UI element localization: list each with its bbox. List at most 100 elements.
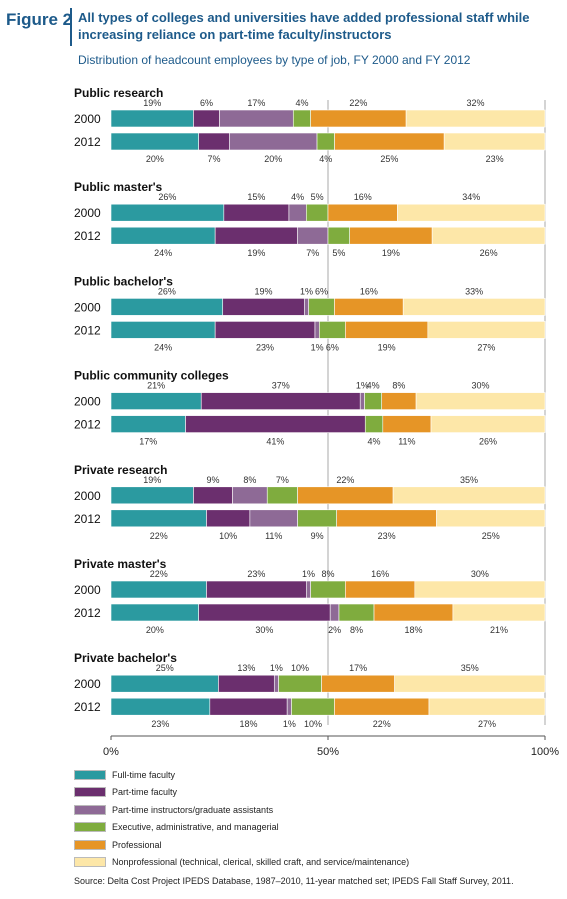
bar-segment: [193, 109, 220, 128]
data-label: 24%: [154, 248, 172, 258]
legend-label: Full-time faculty: [112, 770, 176, 780]
bar-segment: [314, 321, 320, 339]
bar-segment: [206, 580, 307, 599]
data-label: 4%: [319, 154, 332, 164]
data-label: 27%: [478, 719, 496, 729]
data-label: 17%: [139, 437, 157, 447]
data-label: 9%: [311, 531, 324, 541]
bar-segment: [405, 109, 546, 128]
bar-segment: [297, 226, 329, 245]
bar-segment: [110, 697, 211, 716]
bar-segment: [349, 226, 433, 245]
data-label: 5%: [332, 248, 345, 258]
bar-segment: [278, 674, 322, 693]
data-label: 11%: [265, 531, 282, 541]
bar-segment: [249, 509, 298, 528]
bar-segment: [305, 203, 329, 222]
legend-item: Part-time instructors/graduate assistant…: [74, 803, 273, 817]
group-label: Public community colleges: [74, 369, 229, 383]
bar-segment: [219, 109, 294, 128]
bar-segment: [329, 603, 340, 622]
legend-item: Part-time faculty: [74, 785, 177, 799]
bar-segment: [402, 298, 546, 316]
x-tick-label: 50%: [317, 746, 339, 758]
bar-segment: [327, 203, 398, 222]
bar-segment: [414, 580, 546, 599]
data-label: 32%: [467, 98, 485, 108]
bar-segment: [381, 392, 417, 410]
data-label: 22%: [150, 569, 168, 579]
data-label: 10%: [304, 719, 322, 729]
legend-swatch: [74, 804, 106, 815]
bar-segment: [359, 392, 365, 410]
bar-segment: [198, 132, 230, 151]
data-label: 4%: [367, 381, 380, 391]
year-label: 2012: [74, 512, 101, 526]
data-label: 1%: [300, 286, 313, 296]
bar-segment: [110, 321, 216, 339]
data-label: 15%: [247, 192, 265, 202]
bar-segment: [319, 321, 346, 339]
x-tick-label: 100%: [531, 746, 559, 758]
legend-swatch: [74, 822, 106, 833]
bar-segment: [428, 697, 546, 716]
data-label: 8%: [350, 625, 363, 635]
data-label: 24%: [154, 342, 172, 352]
data-label: 8%: [321, 569, 334, 579]
group-label: Public bachelor's: [74, 274, 173, 288]
bar-segment: [338, 603, 375, 622]
year-label: 2000: [74, 112, 101, 126]
data-label: 30%: [472, 381, 490, 391]
data-label: 1%: [302, 569, 315, 579]
data-label: 22%: [150, 531, 168, 541]
bar-segment: [304, 298, 309, 316]
bar-segment: [198, 603, 331, 622]
year-label: 2012: [74, 700, 101, 714]
legend-swatch: [74, 770, 106, 780]
data-label: 26%: [479, 437, 497, 447]
data-label: 5%: [311, 192, 324, 202]
bar-segment: [436, 509, 546, 528]
data-label: 20%: [264, 154, 282, 164]
data-label: 17%: [349, 663, 367, 673]
legend-label: Professional: [112, 839, 162, 850]
data-label: 22%: [349, 98, 367, 108]
data-label: 10%: [291, 663, 309, 673]
data-label: 9%: [206, 475, 219, 485]
data-label: 11%: [398, 437, 415, 447]
bar-segment: [110, 132, 199, 151]
data-label: 16%: [360, 286, 378, 296]
bar-segment: [209, 697, 288, 716]
legend-swatch: [74, 787, 106, 798]
data-label: 1%: [270, 663, 283, 673]
group-label: Private bachelor's: [74, 651, 177, 665]
bar-segment: [297, 509, 337, 528]
data-label: 4%: [295, 98, 308, 108]
data-label: 20%: [146, 625, 164, 635]
data-label: 25%: [482, 531, 500, 541]
data-label: 22%: [336, 475, 354, 485]
bar-segment: [443, 132, 546, 151]
data-label: 7%: [276, 475, 289, 485]
data-label: 19%: [143, 98, 161, 108]
bar-segment: [308, 298, 335, 316]
bar-segment: [427, 321, 546, 339]
bar-segment: [273, 674, 279, 693]
data-label: 30%: [255, 625, 273, 635]
legend-swatch: [74, 839, 106, 850]
bar-segment: [336, 509, 437, 528]
bar-segment: [286, 697, 292, 716]
data-label: 30%: [471, 569, 489, 579]
legend-item: Nonprofessional (technical, clerical, sk…: [74, 855, 409, 869]
data-label: 19%: [143, 475, 161, 485]
group-label: Public master's: [74, 180, 163, 194]
data-label: 21%: [147, 381, 165, 391]
data-label: 23%: [486, 154, 504, 164]
year-label: 2000: [74, 300, 101, 314]
year-label: 2012: [74, 606, 101, 620]
bar-segment: [327, 226, 351, 245]
legend-item: Executive, administrative, and manageria…: [74, 820, 279, 834]
data-label: 8%: [392, 381, 405, 391]
bar-segment: [415, 392, 546, 410]
data-label: 10%: [219, 531, 237, 541]
